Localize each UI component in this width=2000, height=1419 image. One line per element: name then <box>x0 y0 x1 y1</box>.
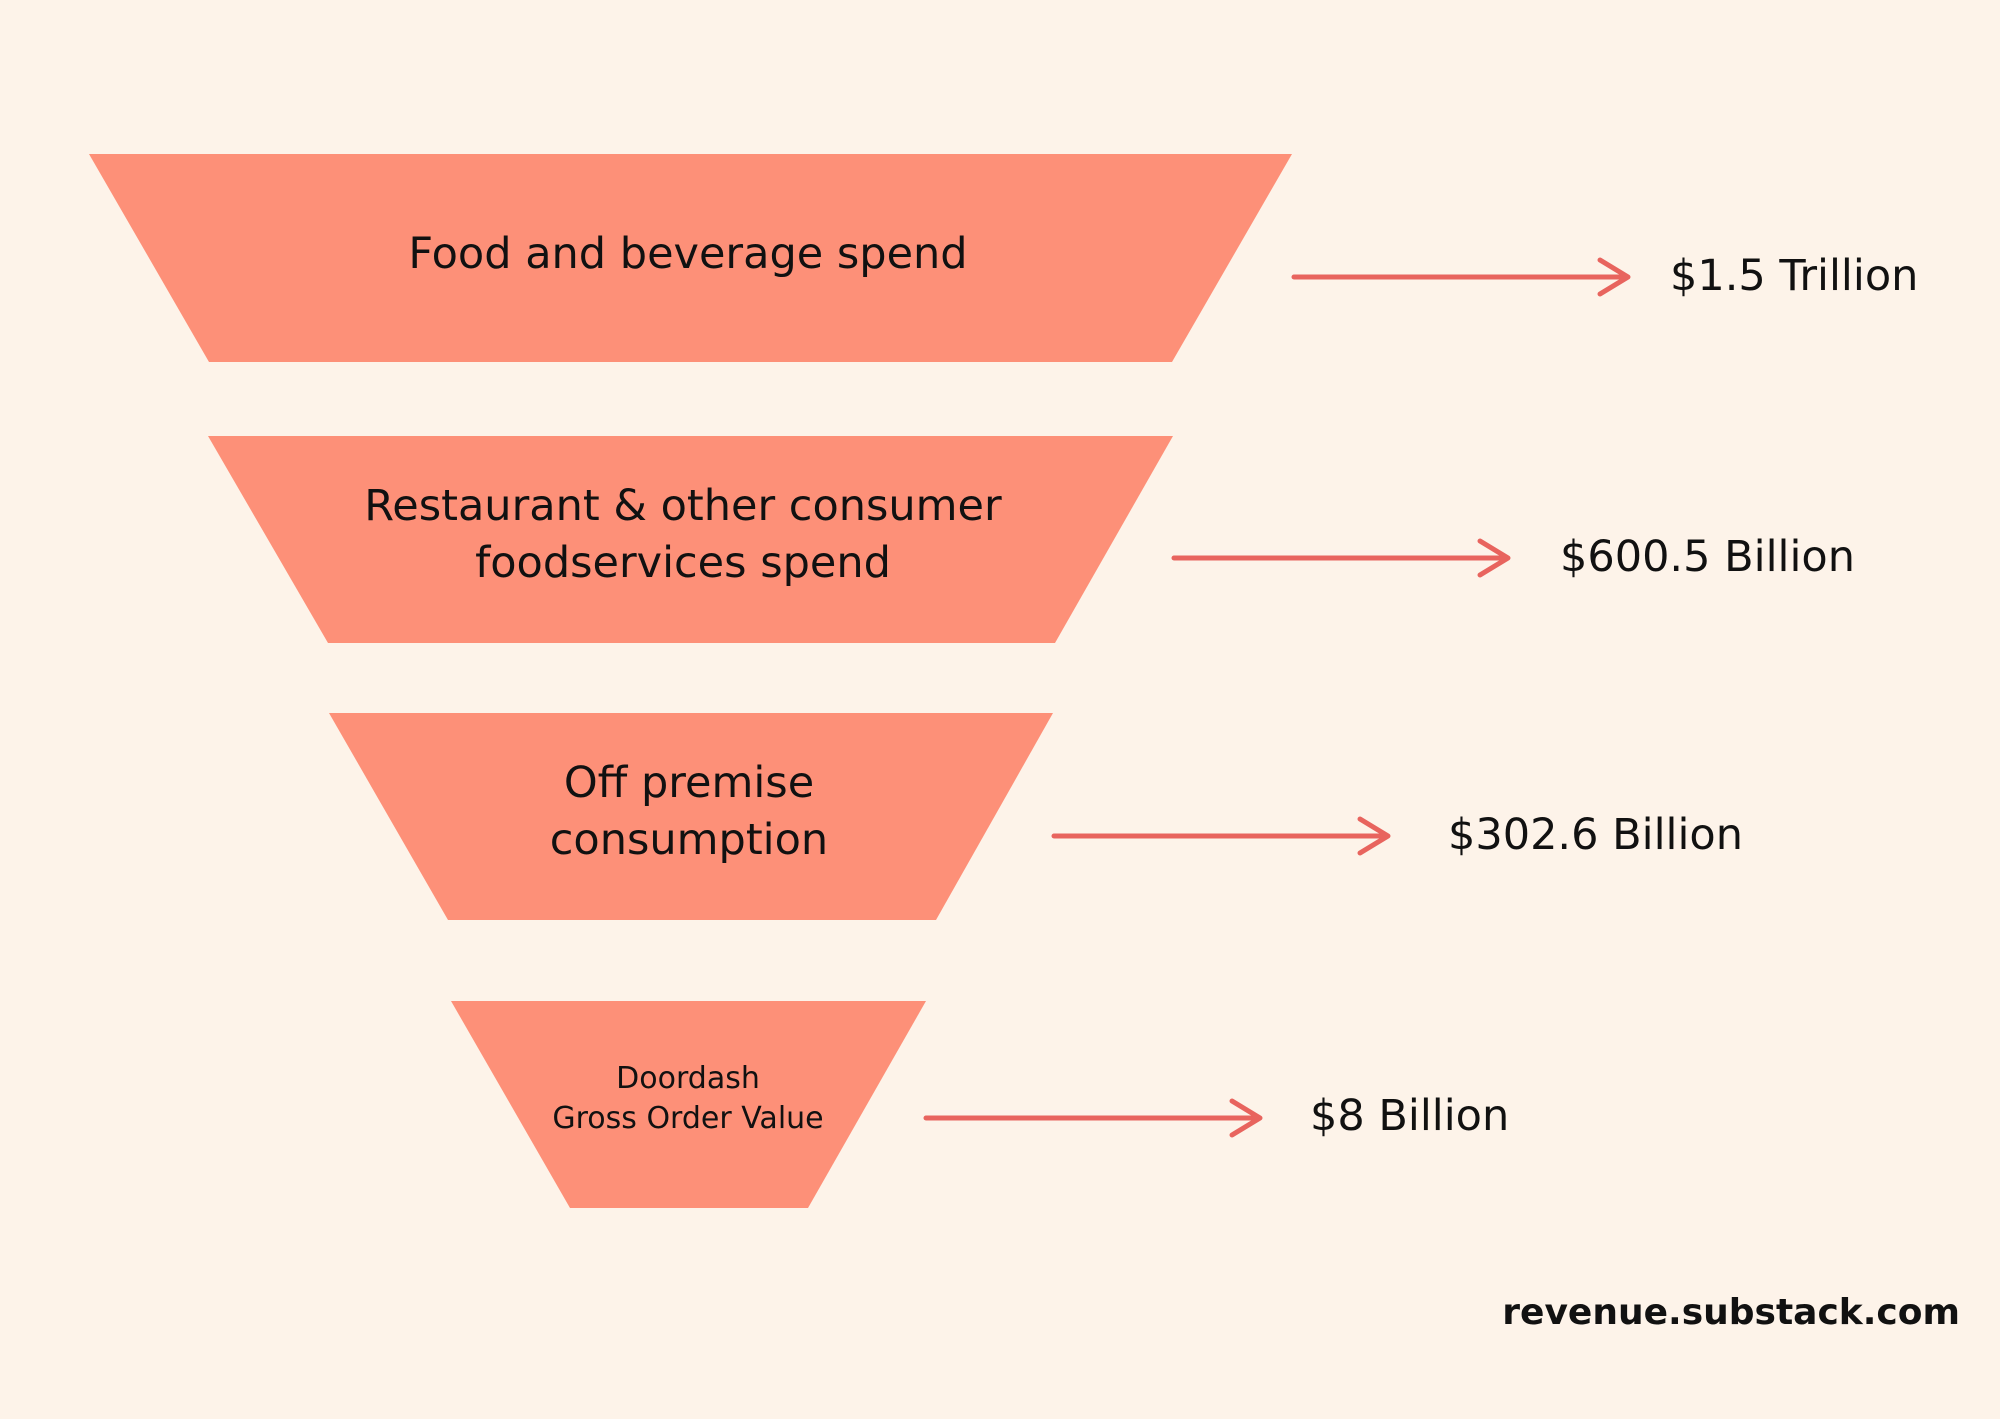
funnel-stage-doordash <box>451 1001 926 1208</box>
stage-value-off-premise: $302.6 Billion <box>1448 810 1743 860</box>
funnel-stage-off-premise <box>329 713 1053 920</box>
stage-label-line: Food and beverage spend <box>408 229 968 279</box>
funnel-stage-food-beverage <box>89 154 1292 362</box>
stage-label-line: Off premise <box>563 758 815 808</box>
stage-label-line: foodservices spend <box>475 537 891 588</box>
stage-label-line: Gross Order Value <box>552 1100 824 1136</box>
stage-label-restaurant: Restaurant & other consumer foodservices… <box>260 478 1106 592</box>
stage-label-doordash: Doordash Gross Order Value <box>500 1059 876 1138</box>
funnel-stage-restaurant <box>208 436 1173 643</box>
arrow-icon <box>923 1098 1263 1138</box>
arrow-icon <box>1291 257 1631 297</box>
arrow-icon <box>1171 538 1511 578</box>
stage-label-line: Doordash <box>616 1061 760 1096</box>
stage-label-line: Restaurant & other consumer <box>364 481 1002 531</box>
footer-source: revenue.substack.com <box>1502 1292 1960 1333</box>
stage-label-off-premise: Off premise consumption <box>380 755 998 869</box>
stage-label-line: consumption <box>549 814 829 865</box>
stage-value-food-beverage: $1.5 Trillion <box>1670 251 1919 301</box>
arrow-icon <box>1051 816 1391 856</box>
stage-value-doordash: $8 Billion <box>1310 1091 1510 1141</box>
stage-label-food-beverage: Food and beverage spend <box>180 226 1196 283</box>
stage-value-restaurant: $600.5 Billion <box>1560 532 1855 582</box>
